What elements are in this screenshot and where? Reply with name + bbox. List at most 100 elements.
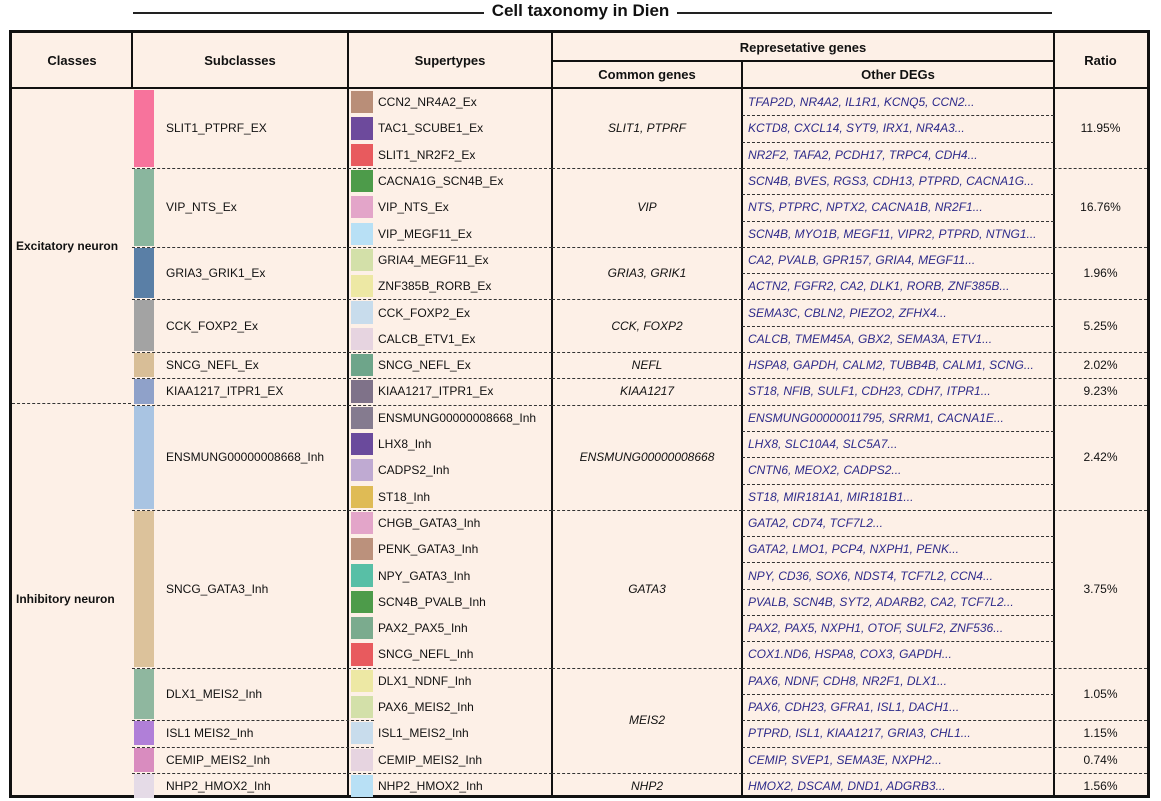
- ratio-value: 11.95%: [1080, 121, 1121, 136]
- supertype-label: GRIA4_MEGF11_Ex: [378, 252, 489, 267]
- header-subclasses: Subclasses: [204, 52, 276, 68]
- row-divider: [742, 615, 1054, 616]
- header-ratio: Ratio: [1084, 52, 1117, 68]
- supertype-swatch: [351, 327, 373, 350]
- subclass-swatch: [134, 247, 154, 299]
- row-divider: [742, 378, 1147, 380]
- subclass-swatch: [134, 721, 154, 746]
- row-divider: [742, 746, 1147, 748]
- other-degs: LHX8, SLC10A4, SLC5A7...: [748, 437, 898, 452]
- supertype-swatch: [351, 669, 373, 692]
- row-divider: [552, 404, 742, 406]
- other-degs: GATA2, LMO1, PCP4, NXPH1, PENK...: [748, 542, 959, 557]
- subclass-label: ENSMUNG00000008668_Inh: [166, 450, 325, 465]
- col-rule-2: [347, 33, 349, 795]
- supertype-label: NHP2_HMOX2_Inh: [378, 778, 483, 793]
- header-representative-genes: Represetative genes: [739, 39, 867, 55]
- class-inhibitory: Inhibitory neuron: [16, 403, 134, 795]
- class-divider: [12, 403, 131, 404]
- row-divider: [552, 352, 742, 353]
- supertype-label: CCK_FOXP2_Ex: [378, 305, 471, 320]
- header-classes: Classes: [47, 52, 97, 68]
- row-divider: [742, 641, 1054, 643]
- subclass-swatch: [134, 300, 154, 351]
- other-degs: ST18, NFIB, SULF1, CDH23, CDH7, ITPR1...: [748, 384, 991, 399]
- subclass-swatch: [134, 353, 154, 378]
- row-divider: [132, 720, 374, 722]
- other-degs: ST18, MIR181A1, MIR181B1...: [748, 489, 914, 504]
- subclass-swatch: [134, 747, 154, 772]
- subclass-swatch: [134, 668, 154, 720]
- row-divider: [132, 509, 552, 511]
- supertype-swatch: [351, 222, 373, 245]
- supertype-label: CALCB_ETV1_Ex: [378, 331, 476, 346]
- other-degs: GATA2, CD74, TCF7L2...: [748, 515, 883, 530]
- supertype-label: DLX1_NDNF_Inh: [378, 673, 472, 688]
- row-divider: [742, 115, 1054, 117]
- supertype-label: PAX6_MEIS2_Inh: [378, 700, 474, 715]
- class-excitatory: Excitatory neuron: [16, 89, 134, 403]
- row-divider: [742, 273, 1054, 275]
- row-divider: [552, 667, 742, 669]
- header-common-genes: Common genes: [598, 66, 696, 82]
- supertype-label: SLIT1_NR2F2_Ex: [378, 147, 476, 162]
- common-genes: GRIA3, GRIK1: [607, 266, 687, 281]
- supertype-label: CEMIP_MEIS2_Inh: [378, 752, 483, 767]
- subclass-label: CEMIP_MEIS2_Inh: [166, 752, 271, 767]
- other-degs: CNTN6, MEOX2, CADPS2...: [748, 463, 902, 478]
- supertype-swatch: [351, 380, 373, 403]
- other-degs: PAX6, CDH23, GFRA1, ISL1, DACH1...: [748, 700, 960, 715]
- row-divider: [552, 167, 742, 169]
- supertype-label: KIAA1217_ITPR1_Ex: [378, 384, 494, 399]
- supertype-swatch: [351, 643, 373, 666]
- common-genes: KIAA1217: [619, 384, 675, 399]
- supertype-label: CHGB_GATA3_Inh: [378, 515, 481, 530]
- row-divider: [742, 299, 1147, 301]
- subclass-label: DLX1_MEIS2_Inh: [166, 686, 263, 701]
- supertype-swatch: [351, 617, 373, 640]
- supertype-swatch: [351, 511, 373, 535]
- other-degs: PTPRD, ISL1, KIAA1217, GRIA3, CHL1...: [748, 726, 971, 741]
- supertype-swatch: [351, 248, 373, 272]
- supertype-label: ST18_Inh: [378, 489, 431, 504]
- header-other-degs: Other DEGs: [861, 66, 935, 82]
- row-divider: [742, 430, 1054, 432]
- supertype-swatch: [351, 564, 373, 587]
- header-bottom-rule: [12, 87, 1147, 89]
- subclass-swatch: [134, 90, 154, 167]
- other-degs: HMOX2, DSCAM, DND1, ADGRB3...: [748, 778, 946, 793]
- row-divider: [742, 457, 1054, 459]
- row-divider: [742, 194, 1054, 196]
- other-degs: HSPA8, GAPDH, CALM2, TUBB4B, CALM1, SCNG…: [748, 358, 1034, 373]
- title-bar: Cell taxonomy in Dien: [0, 0, 1161, 24]
- col-rule-5: [1053, 33, 1055, 795]
- supertype-label: CCN2_NR4A2_Ex: [378, 95, 477, 110]
- row-divider: [742, 509, 1147, 511]
- row-divider: [132, 352, 552, 353]
- other-degs: SCN4B, BVES, RGS3, CDH13, PTPRD, CACNA1G…: [748, 174, 1035, 189]
- supertype-swatch: [351, 748, 373, 771]
- supertype-swatch: [351, 169, 373, 193]
- supertype-label: PENK_GATA3_Inh: [378, 542, 479, 557]
- supertype-swatch: [351, 406, 373, 429]
- row-divider: [552, 299, 742, 301]
- other-degs: SEMA3C, CBLN2, PIEZO2, ZFHX4...: [748, 305, 947, 320]
- other-degs: SCN4B, MYO1B, MEGF11, VIPR2, PTPRD, NTNG…: [748, 226, 1037, 241]
- subclass-label: VIP_NTS_Ex: [166, 200, 237, 215]
- subclass-label: ISL1 MEIS2_Inh: [166, 726, 254, 741]
- row-divider: [132, 667, 552, 669]
- row-divider: [742, 167, 1147, 169]
- ratio-value: 1.56%: [1083, 778, 1118, 793]
- supertype-label: SNCG_NEFL_Ex: [378, 358, 471, 373]
- supertype-label: PAX2_PAX5_Inh: [378, 621, 468, 636]
- table-title: Cell taxonomy in Dien: [483, 1, 678, 20]
- supertype-swatch: [351, 590, 373, 613]
- row-divider: [742, 667, 1147, 669]
- row-divider: [742, 693, 1054, 695]
- ratio-value: 1.15%: [1083, 726, 1118, 741]
- subclass-swatch: [134, 379, 154, 404]
- subclass-label: SNCG_GATA3_Inh: [166, 581, 269, 596]
- supertype-swatch: [351, 275, 373, 298]
- supertype-swatch: [351, 459, 373, 482]
- row-divider: [742, 483, 1054, 485]
